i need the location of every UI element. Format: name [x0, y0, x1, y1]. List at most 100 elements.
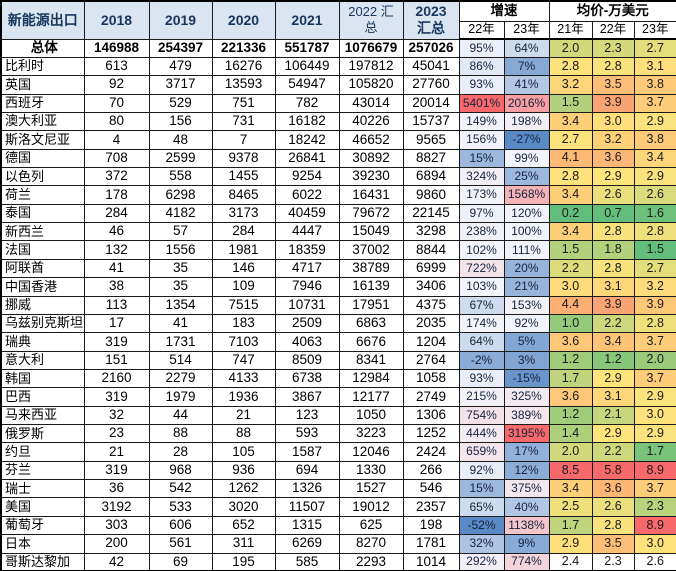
table-row: 哥斯达黎加 42 69 195 585 2293 1014 292% 774% 2.4 2.3 2.6: [0, 552, 676, 571]
export-value-cell: 1981: [211, 240, 276, 260]
growth-rate-cell: 102%: [458, 240, 505, 260]
growth-rate-cell: 722%: [458, 258, 505, 279]
avg-price-cell: 2.9: [548, 534, 593, 554]
avg-price-cell: 1.7: [548, 368, 593, 389]
export-value-cell: 585: [274, 552, 340, 571]
avg-price-cell: 2.8: [633, 222, 676, 242]
export-value-cell: 15049: [338, 222, 404, 242]
avg-price-cell: 1.5: [633, 240, 676, 260]
export-value-cell: 18359: [274, 240, 340, 260]
export-value-cell: 8341: [338, 350, 404, 370]
export-value-cell: 38: [83, 277, 150, 297]
export-value-cell: 36: [83, 479, 150, 499]
table-row: 芬兰 319 968 936 694 1330 266 92% 12% 8.5 5.8 8.9: [0, 460, 676, 481]
avg-price-cell: 2.9: [633, 167, 676, 187]
growth-rate-cell: 12%: [503, 460, 550, 481]
country-label: 哥斯达黎加: [0, 552, 85, 571]
table-row: 瑞典 319 1731 7103 4063 6676 1204 64% 5% 3.6 3.4 3.7: [0, 332, 676, 352]
export-value-cell: 26841: [274, 148, 340, 169]
avg-price-cell: 3.5: [591, 534, 635, 554]
table-row: 中国香港 38 35 109 7946 16139 3406 103% 21% 3.0 3.1 3.2: [0, 277, 676, 297]
column-header-2023-total: 2023 汇总: [402, 0, 460, 40]
export-value-cell: 3020: [211, 497, 276, 517]
export-value-cell: 1262: [211, 479, 276, 499]
avg-price-cell: 2.2: [548, 258, 593, 279]
avg-price-cell: 2.8: [548, 167, 593, 187]
export-value-cell: 4375: [402, 295, 460, 315]
growth-rate-cell: 20%: [503, 258, 550, 279]
avg-price-cell: 2.0: [548, 442, 593, 462]
export-value-cell: 3173: [211, 203, 276, 224]
export-value-cell: 747: [211, 350, 276, 370]
export-value-cell: 968: [148, 460, 213, 481]
export-value-cell: 9860: [402, 185, 460, 205]
export-value-cell: 20014: [402, 93, 460, 113]
export-value-cell: 22145: [402, 203, 460, 224]
export-value-cell: 372: [83, 167, 150, 187]
export-value-cell: 6269: [274, 534, 340, 554]
growth-rate-cell: 7%: [503, 56, 550, 77]
growth-rate-cell: 174%: [458, 313, 505, 334]
export-value-cell: 257026: [402, 38, 460, 58]
avg-price-cell: 3.4: [548, 222, 593, 242]
growth-rate-cell: 1568%: [503, 185, 550, 205]
export-value-cell: 16139: [338, 277, 404, 297]
export-value-cell: 40459: [274, 203, 340, 224]
country-label: 阿联酋: [0, 258, 85, 279]
export-value-cell: 694: [274, 460, 340, 481]
export-value-cell: 16182: [274, 111, 340, 132]
avg-price-cell: 3.7: [633, 332, 676, 352]
table-row: 乌兹别克斯坦 17 41 183 2509 6863 2035 174% 92% 1.0 2.2 2.…: [0, 313, 676, 334]
avg-price-cell: 2.6: [633, 552, 676, 571]
export-value-cell: 30892: [338, 148, 404, 169]
export-value-cell: 46: [83, 222, 150, 242]
export-value-cell: 156: [148, 111, 213, 132]
export-value-cell: 7103: [211, 332, 276, 352]
export-value-cell: 4447: [274, 222, 340, 242]
avg-price-cell: 1.8: [591, 240, 635, 260]
country-label: 英国: [0, 75, 85, 95]
export-value-cell: 18242: [274, 130, 340, 150]
avg-price-cell: 2.9: [591, 368, 635, 389]
export-value-cell: 284: [211, 222, 276, 242]
table-row: 意大利 151 514 747 8509 8341 2764 -2% 3% 1.2 1.2 2.0: [0, 350, 676, 370]
avg-price-cell: 1.7: [633, 442, 676, 462]
avg-price-cell: 2.7: [633, 258, 676, 279]
growth-rate-cell: 375%: [503, 479, 550, 499]
export-value-cell: 19012: [338, 497, 404, 517]
export-value-cell: 1076679: [338, 38, 404, 58]
country-label: 法国: [0, 240, 85, 260]
country-label: 总体: [0, 38, 85, 58]
export-value-cell: 27760: [402, 75, 460, 95]
export-value-cell: 593: [274, 424, 340, 444]
export-value-cell: 106449: [274, 56, 340, 77]
export-value-cell: 23: [83, 424, 150, 444]
avg-price-cell: 3.0: [591, 111, 635, 132]
export-value-cell: 6022: [274, 185, 340, 205]
growth-rate-cell: 156%: [458, 130, 505, 150]
growth-subheader-23: 23年: [503, 20, 550, 40]
growth-rate-cell: 64%: [458, 332, 505, 352]
export-value-cell: 551787: [274, 38, 340, 58]
country-label: 巴西: [0, 387, 85, 407]
country-label: 德国: [0, 148, 85, 169]
price-subheader-23: 23年: [633, 20, 676, 40]
avg-price-cell: 3.0: [548, 277, 593, 297]
avg-price-cell: 2.3: [591, 552, 635, 571]
export-value-cell: 44: [148, 405, 213, 426]
avg-price-cell: 2.8: [591, 222, 635, 242]
export-value-cell: 782: [274, 93, 340, 113]
export-value-cell: 13593: [211, 75, 276, 95]
growth-rate-cell: 120%: [503, 203, 550, 224]
export-value-cell: 16276: [211, 56, 276, 77]
export-value-cell: 9378: [211, 148, 276, 169]
avg-price-cell: 3.1: [591, 277, 635, 297]
growth-subheader-22: 22年: [458, 20, 505, 40]
export-value-cell: 7515: [211, 295, 276, 315]
export-value-cell: 1556: [148, 240, 213, 260]
avg-price-cell: 2.3: [633, 497, 676, 517]
export-value-cell: 2293: [338, 552, 404, 571]
export-value-cell: 70: [83, 93, 150, 113]
table-row: 以色列 372 558 1455 9254 39230 6894 324% 25% 2.8 2.9 2…: [0, 167, 676, 187]
growth-rate-cell: 1138%: [503, 515, 550, 536]
